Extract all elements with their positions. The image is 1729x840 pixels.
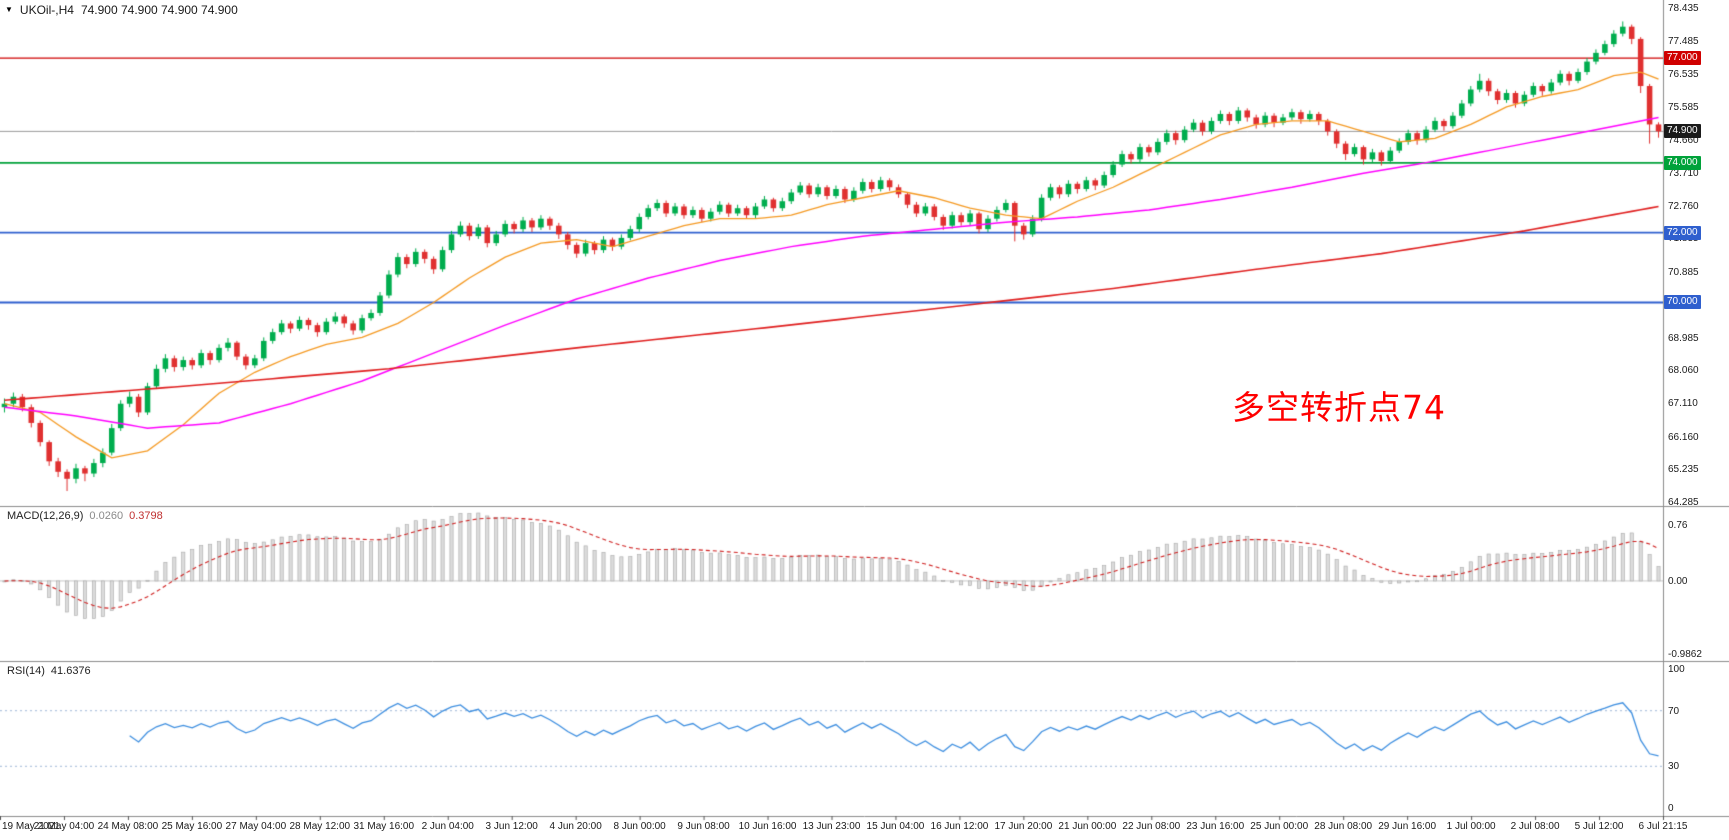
- chart-canvas[interactable]: [0, 0, 1729, 840]
- trading-chart-window: ▼ UKOil-,H4 74.900 74.900 74.900 74.900 …: [0, 0, 1729, 840]
